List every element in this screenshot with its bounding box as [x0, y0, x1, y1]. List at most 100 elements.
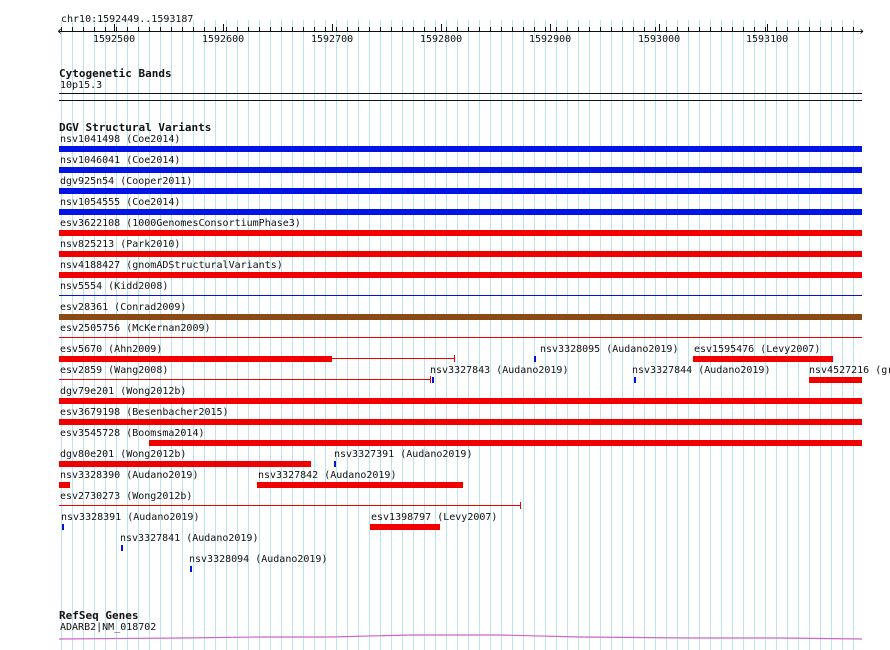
dgv-feature-label: nsv3328094 (Audano2019): [189, 554, 328, 565]
grid-line: [457, 20, 458, 650]
grid-line: [336, 20, 337, 650]
dgv-feature-label: dgv80e201 (Wong2012b): [60, 449, 187, 460]
ruler-minor-tick: [226, 27, 227, 31]
dgv-feature-bar[interactable]: [370, 524, 440, 530]
grid-line: [831, 20, 832, 650]
grid-line: [380, 20, 381, 650]
dgv-feature-bar[interactable]: [257, 482, 463, 488]
grid-line: [600, 20, 601, 650]
dgv-feature-label: nsv3328390 (Audano2019): [60, 470, 199, 481]
refseq-gene-label: ADARB2|NM_018702: [60, 622, 157, 633]
ruler-minor-tick: [402, 27, 403, 31]
ruler-minor-tick: [468, 27, 469, 31]
ruler-tick-label: 1592800: [420, 34, 463, 45]
dgv-feature-bar[interactable]: [59, 188, 862, 194]
ruler-minor-tick: [336, 27, 337, 31]
ruler-minor-tick: [94, 27, 95, 31]
dgv-feature-bar[interactable]: [59, 167, 862, 173]
ruler-minor-tick: [479, 27, 480, 31]
grid-line: [292, 20, 293, 650]
grid-line: [765, 20, 766, 650]
dgv-feature-label: esv5670 (Ahn2009): [60, 344, 163, 355]
dgv-feature-tick[interactable]: [334, 461, 336, 467]
ruler-right-arrow-icon: ›: [858, 24, 866, 38]
grid-line: [523, 20, 524, 650]
dgv-feature-bar[interactable]: [59, 461, 311, 467]
ruler-minor-tick: [688, 27, 689, 31]
grid-line: [226, 20, 227, 650]
ruler-minor-tick: [72, 27, 73, 31]
ruler-minor-tick: [138, 27, 139, 31]
ruler-minor-tick: [699, 27, 700, 31]
dgv-feature-bar[interactable]: [59, 209, 862, 215]
dgv-feature-label: esv1595476 (Levy2007): [694, 344, 821, 355]
dgv-feature-bar[interactable]: [59, 398, 862, 404]
dgv-feature-label: esv3545728 (Boomsma2014): [60, 428, 205, 439]
ruler-minor-tick: [534, 27, 535, 31]
grid-line: [589, 20, 590, 650]
ruler-major-tick: [659, 24, 660, 32]
dgv-feature-line[interactable]: [59, 295, 862, 296]
dgv-feature-tick[interactable]: [534, 356, 536, 362]
dgv-feature-label: nsv1046041 (Coe2014): [60, 155, 181, 166]
grid-line: [281, 20, 282, 650]
dgv-feature-tick[interactable]: [190, 566, 192, 572]
grid-line: [798, 20, 799, 650]
dgv-feature-bar[interactable]: [59, 251, 862, 257]
ruler-left-arrow-icon: ‹: [56, 24, 64, 38]
ruler-minor-tick: [721, 27, 722, 31]
dgv-feature-bar[interactable]: [59, 482, 70, 488]
grid-line: [193, 20, 194, 650]
refseq-gene-trace[interactable]: [58, 634, 863, 640]
grid-line: [171, 20, 172, 650]
dgv-feature-line[interactable]: [332, 358, 454, 359]
dgv-feature-label: nsv4527216 (gr: [809, 365, 890, 376]
grid-line: [556, 20, 557, 650]
dgv-feature-line[interactable]: [59, 337, 862, 338]
dgv-feature-tick[interactable]: [432, 377, 434, 383]
dgv-feature-tick[interactable]: [121, 545, 123, 551]
dgv-feature-bar[interactable]: [59, 272, 862, 278]
ruler-minor-tick: [259, 27, 260, 31]
ruler-minor-tick: [644, 27, 645, 31]
ruler-major-tick: [114, 24, 115, 32]
refseq-gene-line[interactable]: [0, 628, 890, 642]
ruler-minor-tick: [490, 27, 491, 31]
dgv-feature-tick[interactable]: [62, 524, 64, 530]
ruler-minor-tick: [820, 27, 821, 31]
dgv-feature-bar[interactable]: [59, 356, 332, 362]
grid-line: [325, 20, 326, 650]
ruler-tick-label: 1593100: [746, 34, 789, 45]
grid-line: [567, 20, 568, 650]
dgv-feature-bar[interactable]: [809, 377, 862, 383]
dgv-feature-bar[interactable]: [59, 314, 862, 320]
ruler-minor-tick: [215, 27, 216, 31]
dgv-feature-label: esv3679198 (Besenbacher2015): [60, 407, 229, 418]
ruler-minor-tick: [633, 27, 634, 31]
dgv-feature-bar[interactable]: [693, 356, 833, 362]
ruler-minor-tick: [435, 27, 436, 31]
dgv-feature-bar[interactable]: [149, 440, 862, 446]
dgv-feature-tick[interactable]: [634, 377, 636, 383]
ruler-minor-tick: [853, 27, 854, 31]
dgv-feature-line[interactable]: [59, 379, 430, 380]
ruler-minor-tick: [149, 27, 150, 31]
dgv-feature-bar[interactable]: [59, 419, 862, 425]
ruler-minor-tick: [666, 27, 667, 31]
grid-line: [688, 20, 689, 650]
dgv-feature-label: nsv3327843 (Audano2019): [430, 365, 569, 376]
dgv-feature-line[interactable]: [59, 505, 520, 506]
dgv-feature-bar[interactable]: [59, 230, 862, 236]
grid-line: [501, 20, 502, 650]
grid-line: [666, 20, 667, 650]
dgv-feature-bar[interactable]: [59, 146, 862, 152]
ruler-minor-tick: [787, 27, 788, 31]
ruler-minor-tick: [611, 27, 612, 31]
grid-line: [820, 20, 821, 650]
grid-line: [116, 20, 117, 650]
grid-line: [699, 20, 700, 650]
dgv-feature-endcap: [520, 502, 521, 509]
cytoband-track-title: Cytogenetic Bands: [59, 67, 172, 80]
ruler-minor-tick: [567, 27, 568, 31]
